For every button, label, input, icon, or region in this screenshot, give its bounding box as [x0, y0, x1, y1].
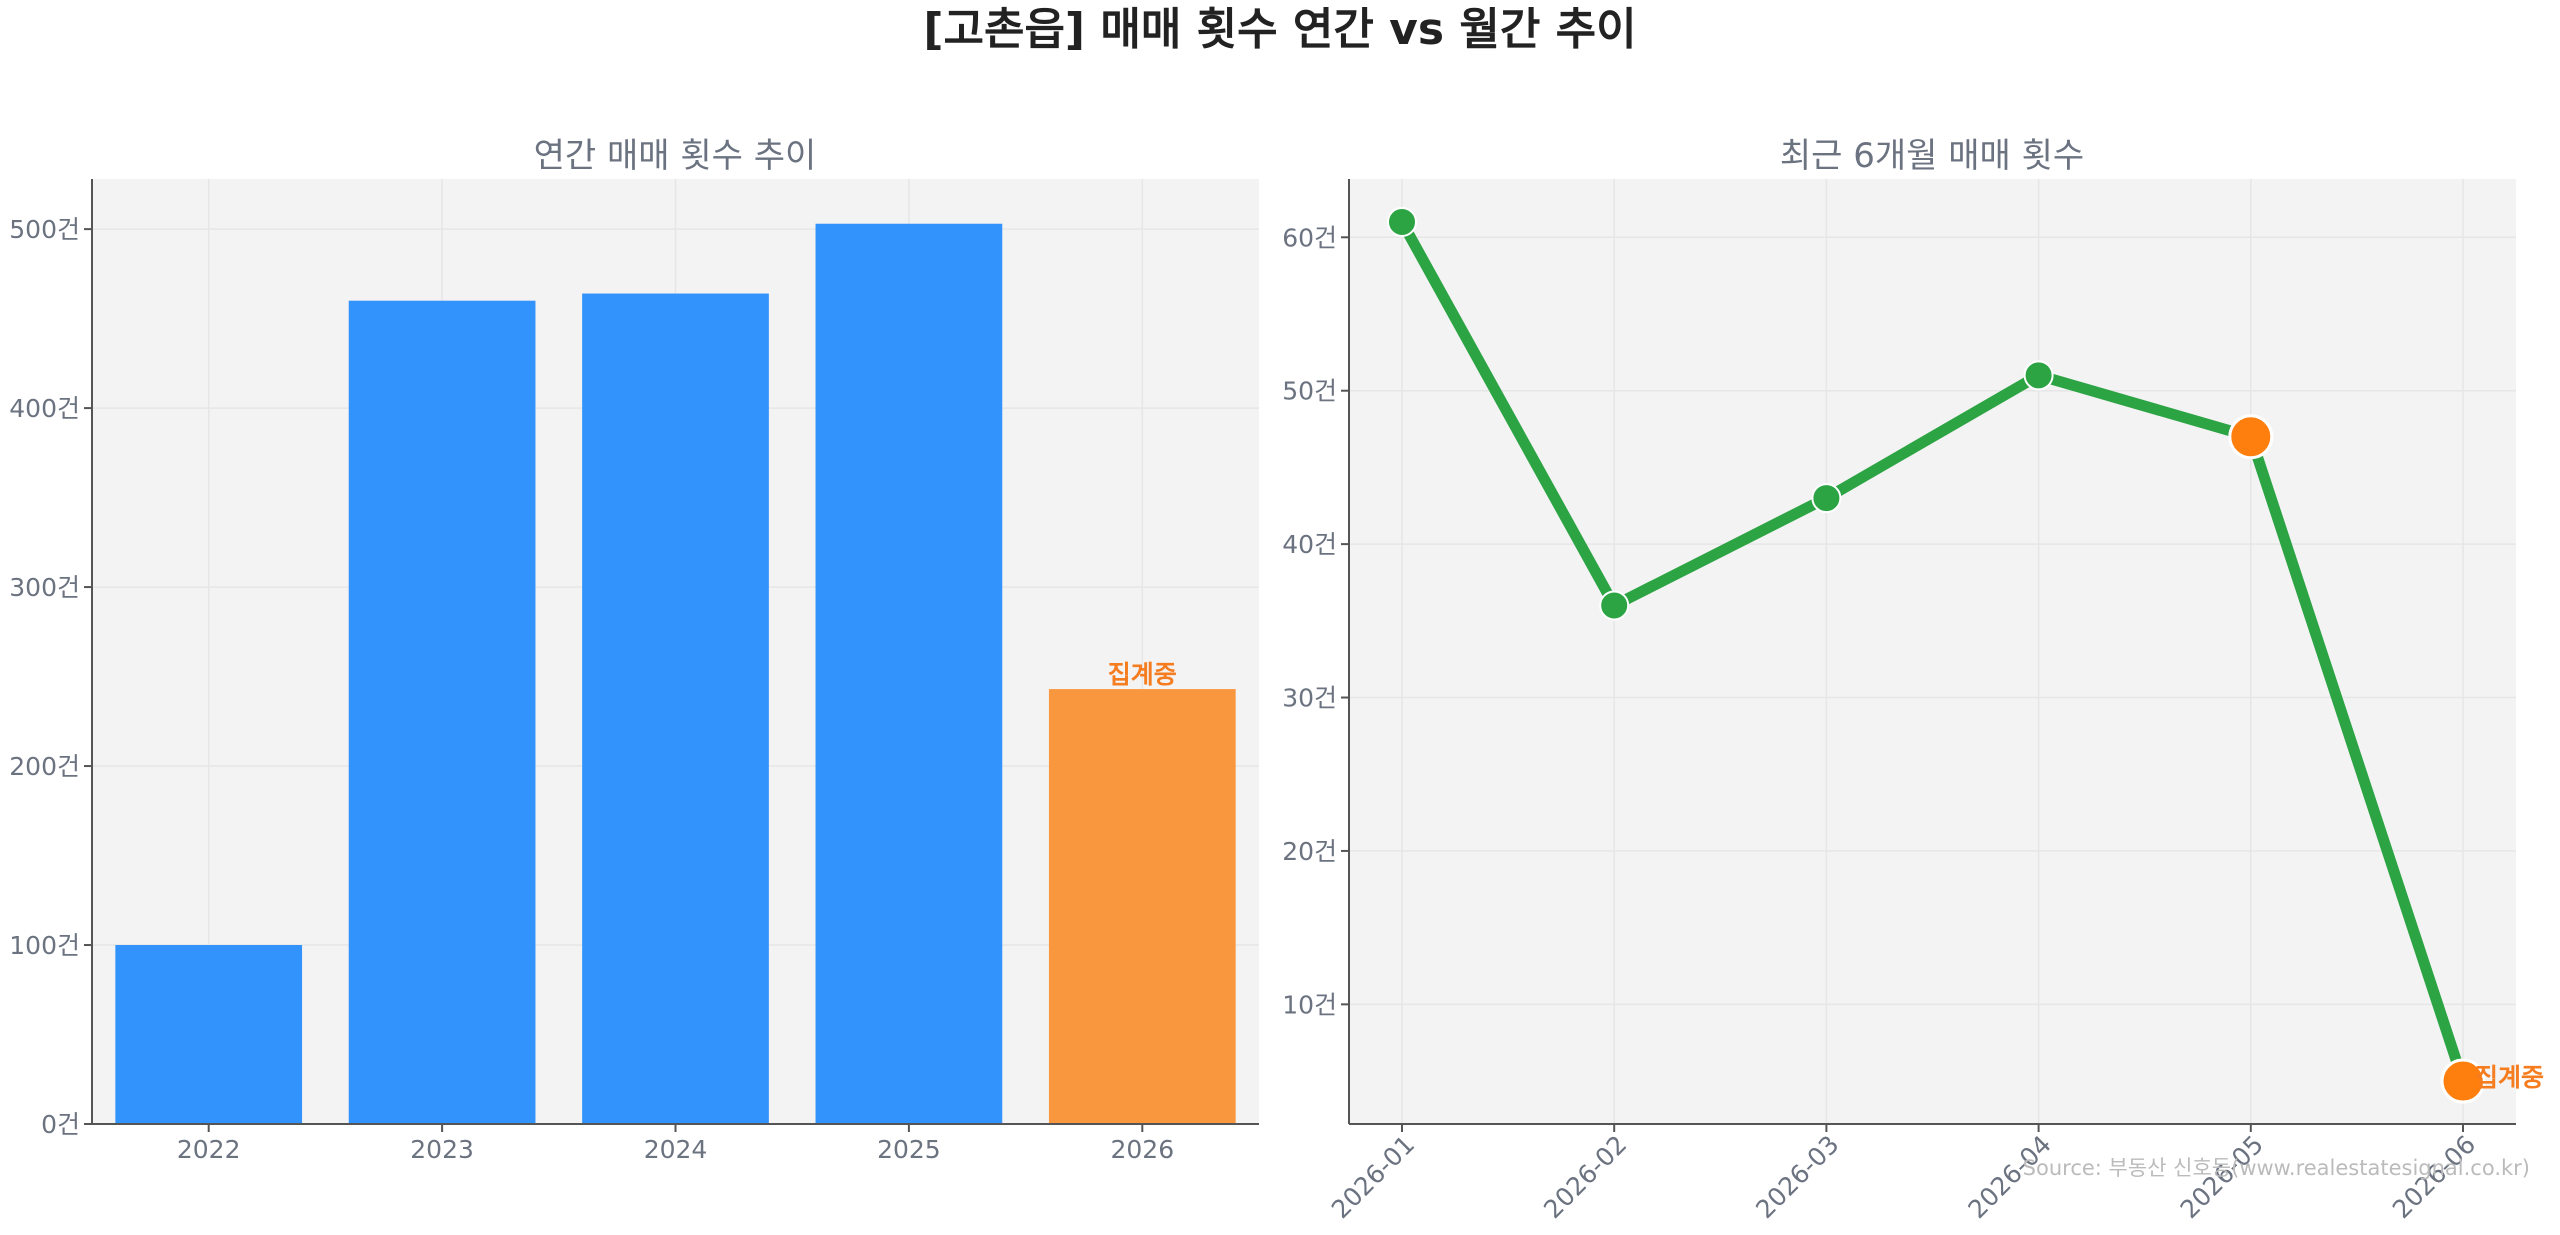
line-series: [1396, 216, 2469, 1087]
line-point-2026-02: [1599, 590, 1630, 621]
bar-x-ticks: 2022 2023 2024 2025 2026: [177, 1124, 1174, 1164]
line-ytick-label: 50건: [1282, 377, 1337, 406]
line-chart-title: 최근 6개월 매매 횟수: [1780, 136, 2084, 176]
bar-ytick-label: 100건: [9, 931, 80, 960]
bar-xtick-label: 2024: [644, 1135, 708, 1164]
line-annotation: 집계중: [2475, 1063, 2544, 1092]
line-xtick-label: 2026-03: [1750, 1130, 1844, 1224]
line-point-2026-01: [1387, 206, 1417, 237]
source-note: Source: 부동산 신호등(www.realestatesignal.co.…: [2023, 1156, 2530, 1180]
line-point-2026-03: [1811, 483, 1842, 514]
bar-ytick-label: 500건: [9, 215, 80, 244]
bar-2023: [348, 300, 536, 1124]
bar-ytick-label: 200건: [9, 752, 80, 781]
line-ytick-label: 30건: [1282, 684, 1337, 713]
line-ytick-label: 60건: [1282, 223, 1337, 252]
line-points: [1387, 206, 2486, 1104]
bar-xtick-label: 2022: [177, 1135, 241, 1164]
bar-chart-title: 연간 매매 횟수 추이: [534, 136, 817, 176]
bar-ytick-label: 400건: [9, 394, 80, 423]
bar-2025: [815, 223, 1003, 1124]
bar-ytick-label: 0건: [41, 1110, 80, 1139]
line-ytick-label: 40건: [1282, 530, 1337, 559]
bar-annotation: 집계중: [1108, 660, 1177, 689]
line-gridlines: [1349, 179, 2516, 1124]
figure-title: [고촌읍] 매매 횟수 연간 vs 월간 추이: [923, 4, 1636, 55]
line-point-2026-05: [2228, 414, 2274, 460]
bar-ytick-label: 300건: [9, 573, 80, 602]
monthly-line-chart: 10건 20건 30건 40건 50건 60건 2026-01 2026-02 2026-03…: [1282, 136, 2544, 1224]
line-xtick-label: 2026-02: [1538, 1130, 1632, 1224]
line-y-ticks: 10건 20건 30건 40건 50건 60건: [1282, 223, 1349, 1019]
line-ytick-label: 10건: [1282, 990, 1337, 1019]
bar-xtick-label: 2026: [1110, 1135, 1174, 1164]
line-point-2026-06: [2440, 1058, 2486, 1104]
bar-series: [115, 223, 1236, 1125]
line-point-2026-04: [2023, 360, 2054, 391]
line-plot-area: [1349, 179, 2516, 1124]
line-ytick-label: 20건: [1282, 837, 1337, 866]
bar-xtick-label: 2023: [410, 1135, 474, 1164]
bar-xtick-label: 2025: [877, 1135, 941, 1164]
bar-2022: [115, 945, 303, 1124]
bar-2026: [1048, 689, 1236, 1124]
bar-2024: [582, 293, 769, 1125]
line-xtick-label: 2026-01: [1326, 1130, 1420, 1224]
bar-y-ticks: 0건 100건 200건 300건 400건 500건: [9, 215, 92, 1139]
